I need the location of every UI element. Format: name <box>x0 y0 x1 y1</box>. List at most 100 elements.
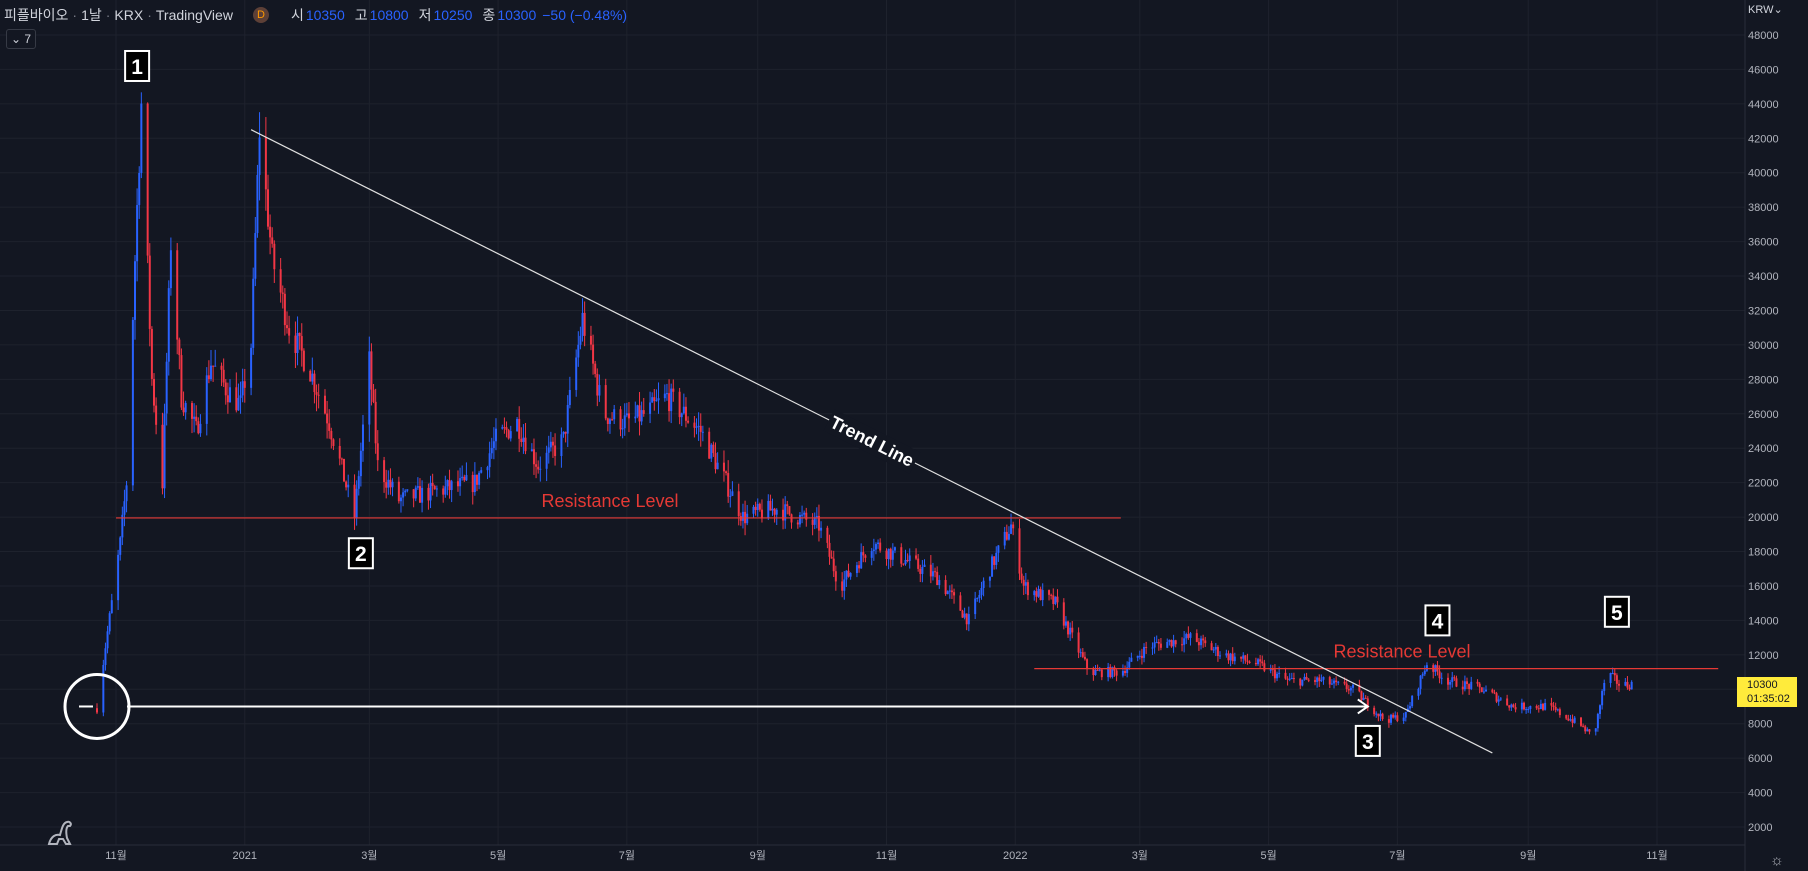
candle-body <box>368 351 371 425</box>
y-tick-label: 2000 <box>1748 822 1772 834</box>
candle-body <box>182 407 185 413</box>
candle-body <box>695 426 698 428</box>
candle-body <box>1387 719 1390 723</box>
candle-body <box>919 568 922 574</box>
candle-body <box>1278 672 1281 674</box>
candle-body <box>471 474 474 493</box>
x-tick-label: 5월 <box>490 849 506 862</box>
candle-body <box>995 552 998 565</box>
candle-body <box>239 395 242 398</box>
candle-body <box>769 500 772 511</box>
candle-body <box>978 594 981 598</box>
candle-body <box>841 581 844 591</box>
indicator-toggle-button[interactable]: ⌄ 7 <box>6 29 37 49</box>
candle-body <box>1320 679 1323 682</box>
candle-body <box>887 548 890 560</box>
candle-body <box>1257 659 1260 665</box>
candle-body <box>404 490 407 493</box>
high-value: 10800 <box>369 7 409 23</box>
candle-body <box>864 555 867 558</box>
candle-body <box>788 506 791 515</box>
candle-body <box>1466 681 1469 685</box>
start-circle-marker <box>63 672 131 740</box>
candle-body <box>418 486 421 503</box>
candle-body <box>834 571 837 582</box>
candle-body <box>509 431 512 439</box>
candle-body <box>1020 573 1023 580</box>
candle-body <box>1033 591 1036 596</box>
candle-body <box>347 484 350 488</box>
candle-body <box>302 350 305 371</box>
currency-selector[interactable]: KRW⌄ <box>1748 3 1783 16</box>
candle-body <box>110 600 113 614</box>
bar-countdown: 01:35:02 <box>1747 693 1790 705</box>
candle-body <box>465 474 468 481</box>
candle-body <box>915 555 918 559</box>
candle-body <box>298 332 301 337</box>
candle-body <box>693 422 696 428</box>
candle-body <box>1098 669 1101 671</box>
candle-body <box>311 373 314 382</box>
candle-body <box>199 423 202 434</box>
candle-body <box>1476 681 1479 684</box>
x-tick-label: 2022 <box>1003 850 1027 862</box>
symbol-name[interactable]: 피플바이오 <box>4 7 69 23</box>
candle-body <box>1438 671 1441 679</box>
candle-body <box>845 570 848 580</box>
candle-body <box>269 226 272 238</box>
candle-body <box>1138 655 1141 657</box>
candle-body <box>1565 715 1568 719</box>
candle-body <box>665 393 668 395</box>
x-tick-label: 3월 <box>1132 849 1148 862</box>
tradingview-logo-icon[interactable] <box>46 818 76 846</box>
candle-body <box>1284 672 1287 679</box>
candle-body <box>619 409 622 430</box>
y-tick-label: 48000 <box>1748 30 1779 42</box>
candle-body <box>731 491 734 496</box>
candle-body <box>902 563 905 565</box>
candle-body <box>1077 632 1080 653</box>
candle-body <box>1609 673 1612 683</box>
candle-body <box>820 527 823 531</box>
grid <box>0 0 1745 845</box>
candle-body <box>463 476 466 481</box>
legend-separator: · <box>105 7 111 23</box>
x-tick-label: 3월 <box>361 849 377 862</box>
candle-body <box>1153 642 1156 648</box>
y-tick-label: 46000 <box>1748 64 1779 76</box>
candle-body <box>1537 708 1540 710</box>
candle-body <box>197 421 200 434</box>
candle-body <box>243 381 246 388</box>
y-tick-label: 14000 <box>1748 615 1779 627</box>
candle-body <box>1301 679 1304 686</box>
candle-body <box>589 335 592 345</box>
candle-body <box>296 332 299 353</box>
candle-body <box>1269 668 1272 671</box>
candle-body <box>1482 691 1485 693</box>
candle-body <box>640 410 643 422</box>
candle-body <box>1050 594 1053 596</box>
candle-body <box>207 375 210 380</box>
candle-body <box>391 481 394 488</box>
candle-body <box>1314 680 1317 682</box>
candle-body <box>214 365 217 367</box>
interval-label[interactable]: 1날 <box>81 7 102 23</box>
candle-body <box>803 512 806 515</box>
candle-body <box>988 576 991 581</box>
candle-body <box>596 373 599 396</box>
candle-body <box>1539 703 1542 710</box>
candle-body <box>879 542 882 551</box>
candle-body <box>323 395 326 414</box>
candle-body <box>963 613 966 618</box>
candle-body <box>1109 666 1112 677</box>
candle-body <box>583 312 586 336</box>
candle-body <box>710 444 713 459</box>
candle-body <box>1086 659 1089 670</box>
candle-body <box>1567 718 1570 721</box>
candle-body <box>1318 677 1321 682</box>
candle-body <box>190 403 193 419</box>
candle-body <box>1307 679 1310 681</box>
candle-body <box>636 405 639 417</box>
settings-gear-icon[interactable]: ☼ <box>1770 852 1784 869</box>
